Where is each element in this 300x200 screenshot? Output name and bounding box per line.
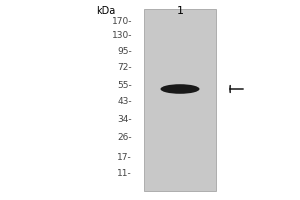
Text: 34-: 34-	[117, 114, 132, 123]
Text: 170-: 170-	[112, 17, 132, 25]
Text: 1: 1	[176, 6, 184, 16]
Text: 130-: 130-	[112, 30, 132, 40]
Ellipse shape	[160, 84, 200, 94]
Text: kDa: kDa	[96, 6, 116, 16]
FancyBboxPatch shape	[144, 9, 216, 191]
Text: 95-: 95-	[117, 46, 132, 55]
Text: 55-: 55-	[117, 81, 132, 90]
Text: 72-: 72-	[117, 62, 132, 72]
Text: 11-: 11-	[117, 170, 132, 178]
Text: 17-: 17-	[117, 152, 132, 162]
Text: 26-: 26-	[117, 132, 132, 142]
Text: 43-: 43-	[117, 97, 132, 106]
